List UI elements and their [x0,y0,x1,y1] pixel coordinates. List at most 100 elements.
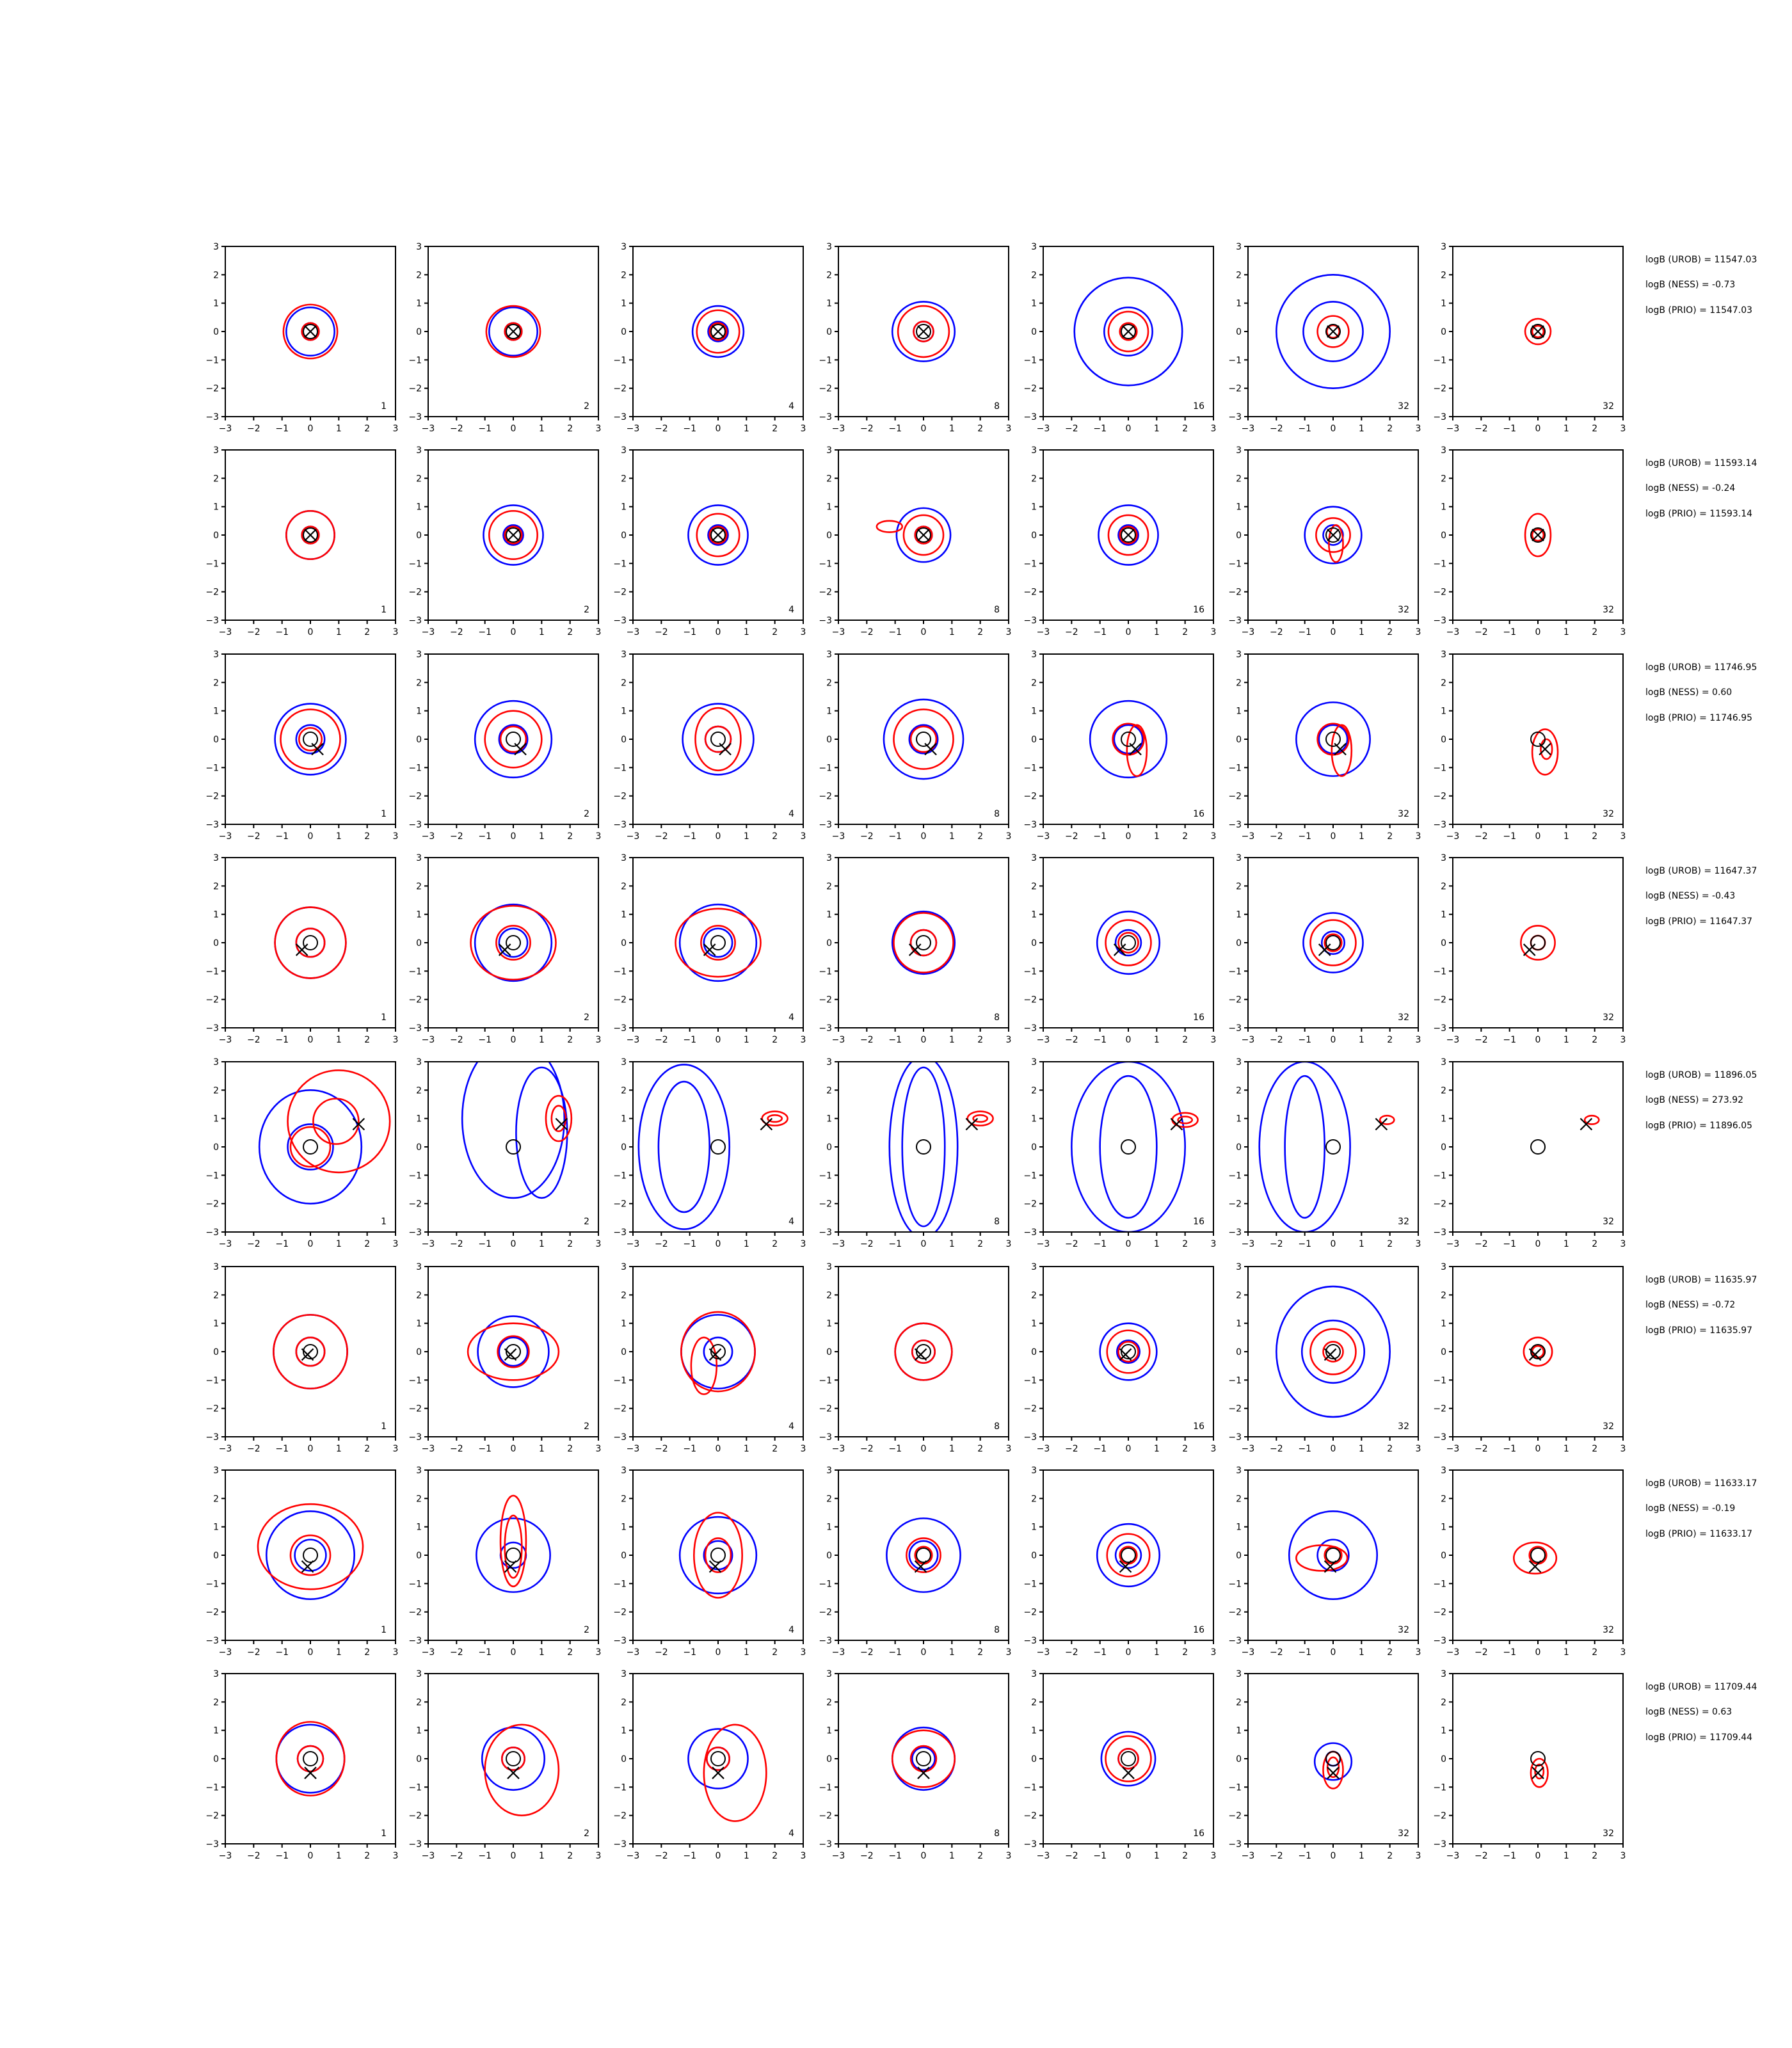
y-tick-label: −2 [1023,1811,1037,1821]
y-tick-label: −2 [1433,1608,1446,1618]
plot-area [675,903,762,982]
estimate-contour [280,708,341,770]
y-tick-label: 1 [1236,1319,1242,1329]
y-tick-label: 1 [826,299,832,309]
x-tick-label: −1 [1503,1444,1516,1454]
origin-marker [1121,324,1136,339]
estimate-contour [1117,932,1139,954]
axes-frame [225,653,396,825]
reference-contour [488,307,538,356]
x-tick-label: −3 [1242,1851,1255,1861]
y-tick-label: −3 [613,412,627,422]
x-tick-label: 2 [772,424,778,434]
x-tick-label: −2 [247,424,260,434]
y-tick-label: 2 [1236,474,1242,484]
panel-r3-c1: −3 −2 −1 0 1 2 3 −3 −2 −1 0 1 2 3 1 [205,650,398,842]
x-tick-label: 2 [1182,1851,1188,1861]
estimate-contour [285,510,335,560]
y-tick-label: −3 [1433,1228,1446,1238]
y-tick-label: 2 [826,1494,832,1504]
estimate-contour [909,929,938,957]
origin-marker [916,1548,931,1563]
axes-frame [1043,1673,1214,1844]
plot-area [1071,1062,1199,1232]
truth-marker [1324,1560,1337,1573]
estimate-contour [891,1729,956,1788]
x-tick-label: −2 [655,1851,668,1861]
x-tick-label: −1 [683,1035,696,1045]
y-tick-label: 1 [1031,1726,1037,1736]
truth-marker [304,325,317,338]
estimate-contour [499,725,527,753]
x-tick-label: −2 [1270,1647,1283,1658]
x-tick-label: −3 [422,424,435,434]
logb-ness-label: logB (NESS) = 0.60 [1645,687,1732,698]
axes-frame [632,857,804,1028]
reference-contour [1318,724,1348,755]
reference-contour [1304,506,1363,564]
x-tick-label: −3 [422,831,435,842]
estimate-contour [485,305,541,358]
y-tick-label: 1 [1236,299,1242,309]
estimate-contour [1106,1329,1151,1374]
x-tick-label: 0 [1535,1239,1541,1249]
plot-area [1304,506,1363,564]
plot-area [894,1322,953,1381]
y-tick-label: 1 [213,1114,219,1124]
estimate-contour [704,1537,732,1573]
x-tick-label: 1 [949,831,955,842]
panel-run-label: 8 [994,1421,1000,1432]
origin-marker [506,935,521,950]
y-tick-label: −3 [408,1432,422,1443]
truth-marker [555,1117,568,1131]
y-tick-label: 0 [1441,1551,1446,1561]
x-tick-label: 3 [1416,831,1421,842]
x-tick-label: −2 [450,1239,463,1249]
reference-contour [1098,504,1159,566]
x-tick-label: 1 [949,1647,955,1658]
x-tick-label: −3 [1242,1035,1255,1045]
origin-marker [506,1548,521,1563]
truth-marker [708,1348,722,1361]
estimate-contour [282,303,339,360]
axes-frame [838,1673,1009,1844]
x-tick-label: −1 [888,424,902,434]
x-tick-label: −1 [1503,1035,1516,1045]
x-tick-label: 1 [949,424,955,434]
reference-contour [502,524,524,546]
y-tick-label: −1 [1433,559,1446,569]
y-tick-label: −1 [1228,1375,1242,1386]
plot-area [1302,912,1364,973]
estimate-contour [484,710,543,769]
y-tick-label: 0 [1441,938,1446,948]
x-tick-label: 1 [539,1647,545,1658]
y-tick-label: 3 [416,853,422,863]
y-tick-label: −1 [205,1171,219,1181]
y-tick-label: 1 [826,707,832,717]
y-tick-label: 0 [213,1754,219,1764]
x-tick-label: 1 [336,1647,342,1658]
x-tick-label: 2 [1387,424,1393,434]
x-tick-label: −2 [247,1444,260,1454]
x-tick-label: 3 [801,1647,806,1658]
y-tick-label: −2 [205,1608,219,1618]
x-tick-label: 3 [1211,1444,1217,1454]
truth-marker [924,742,937,756]
x-tick-label: −3 [219,1239,232,1249]
plot-area [273,1314,348,1389]
reference-contour [1276,274,1391,389]
x-tick-label: 2 [567,627,573,637]
y-tick-label: 0 [1031,1754,1037,1764]
x-tick-label: 1 [1564,1851,1569,1861]
origin-marker [506,527,521,543]
y-tick-label: −3 [1228,1839,1242,1850]
y-tick-label: 3 [1441,242,1446,252]
y-tick-label: 1 [826,502,832,513]
truth-marker [504,1560,517,1573]
x-tick-label: 0 [716,424,721,434]
x-tick-label: 3 [1620,831,1626,842]
estimate-contour [914,1546,933,1565]
y-tick-label: 3 [1031,1466,1037,1476]
origin-marker [1530,324,1546,339]
y-tick-label: −2 [1228,1811,1242,1821]
